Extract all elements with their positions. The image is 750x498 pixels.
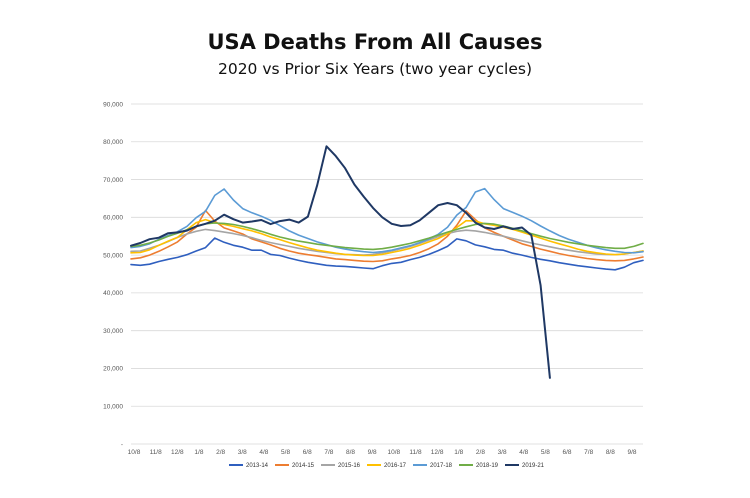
legend-label: 2013-14: [246, 463, 269, 469]
y-tick-label: 10,000: [103, 404, 123, 411]
series-line-2017-18: [130, 187, 644, 254]
y-tick-label: 50,000: [103, 252, 123, 259]
x-tick-label: 10/8: [387, 449, 400, 456]
x-tick-label: 10/8: [128, 449, 141, 456]
y-tick-label: 30,000: [103, 328, 123, 335]
legend-label: 2017-18: [430, 463, 453, 469]
x-tick-label: 9/8: [627, 449, 636, 456]
y-tick-label: 40,000: [103, 290, 123, 297]
x-tick-label: 8/8: [346, 449, 355, 456]
chart-title: USA Deaths From All Causes: [207, 30, 543, 54]
series-line-2019-21: [130, 145, 551, 379]
x-tick-label: 1/8: [194, 449, 203, 456]
x-tick-label: 4/8: [259, 449, 268, 456]
y-tick-label: -: [121, 441, 123, 448]
x-tick-label: 6/8: [563, 449, 572, 456]
x-tick-label: 3/8: [498, 449, 507, 456]
x-tick-label: 3/8: [238, 449, 247, 456]
x-tick-label: 2/8: [476, 449, 485, 456]
legend-label: 2018-19: [476, 463, 499, 469]
x-tick-label: 11/8: [409, 449, 422, 456]
series-line-2018-19: [130, 222, 644, 251]
x-tick-label: 1/8: [454, 449, 463, 456]
y-tick-label: 90,000: [103, 101, 123, 108]
legend-label: 2019-21: [522, 463, 545, 469]
y-tick-label: 70,000: [103, 177, 123, 184]
legend-label: 2015-16: [338, 463, 361, 469]
x-tick-label: 2/8: [216, 449, 225, 456]
x-tick-label: 5/8: [541, 449, 550, 456]
x-tick-label: 7/8: [584, 449, 593, 456]
series-line-2013-14: [130, 237, 644, 271]
x-tick-label: 5/8: [281, 449, 290, 456]
y-tick-label: 80,000: [103, 139, 123, 146]
y-tick-label: 60,000: [103, 215, 123, 222]
chart-subtitle: 2020 vs Prior Six Years (two year cycles…: [217, 60, 533, 78]
x-tick-label: 7/8: [324, 449, 333, 456]
x-tick-label: 12/8: [431, 449, 444, 456]
x-tick-label: 11/8: [150, 449, 163, 456]
y-tick-label: 20,000: [103, 366, 123, 373]
legend-label: 2014-15: [292, 463, 315, 469]
series-line-2015-16: [130, 228, 644, 256]
x-tick-label: 8/8: [606, 449, 615, 456]
x-tick-label: 4/8: [519, 449, 528, 456]
x-tick-label: 9/8: [368, 449, 377, 456]
legend-label: 2016-17: [384, 463, 407, 469]
x-tick-label: 6/8: [303, 449, 312, 456]
x-tick-label: 12/8: [171, 449, 184, 456]
